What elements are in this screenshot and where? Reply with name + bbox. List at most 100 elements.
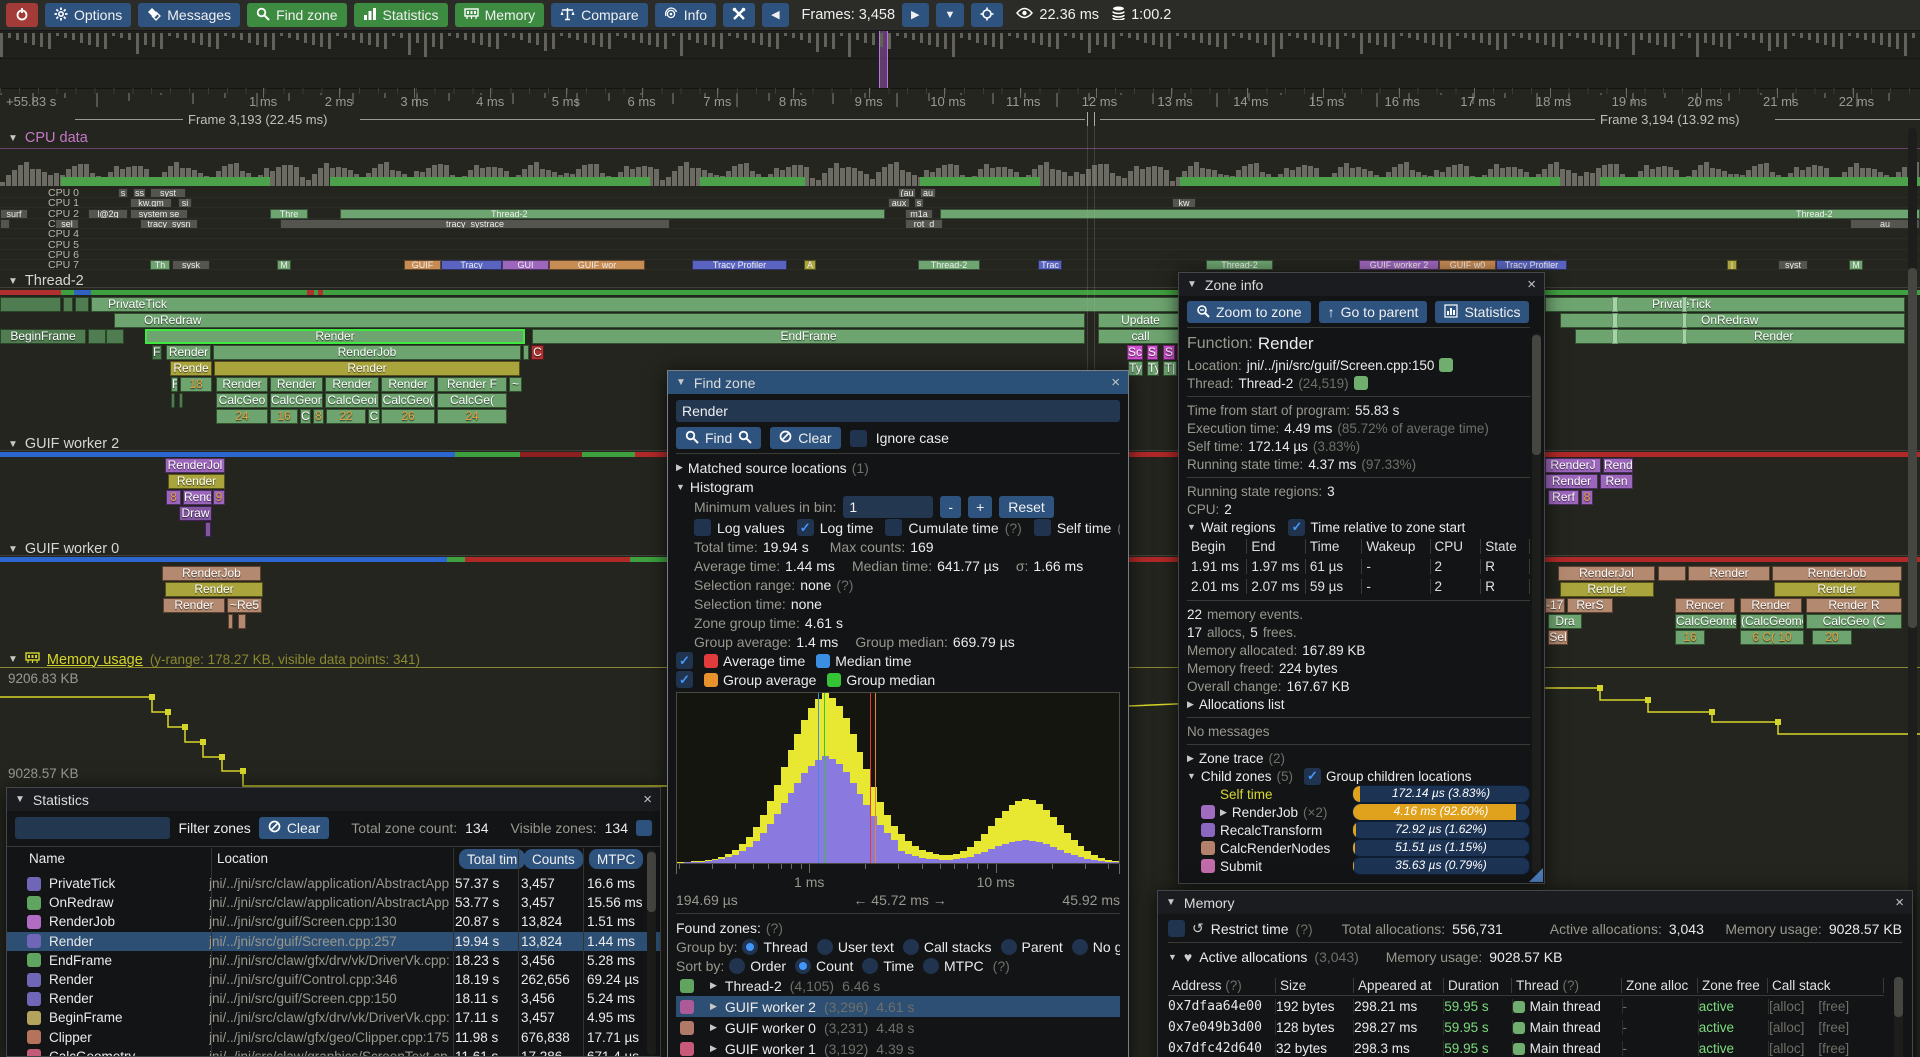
zone-thread[interactable]: Thread-2 <box>1238 375 1294 391</box>
sort-by-option-radio[interactable] <box>923 957 939 974</box>
find-zone-button[interactable]: Find zone <box>247 3 347 27</box>
zone-bar[interactable]: 22 <box>326 409 366 424</box>
go-to-parent-button[interactable]: ↑ Go to parent <box>1318 301 1428 323</box>
cpu-zone-segment[interactable]: surf <box>0 208 28 219</box>
zone-info-scrollbar[interactable] <box>1532 333 1541 873</box>
active-allocations-label[interactable]: Active allocations <box>1199 948 1308 965</box>
zone-bar[interactable]: -17' <box>1545 598 1565 613</box>
zone-bar[interactable]: Render <box>165 582 263 597</box>
cpu-zone-segment[interactable]: system se <box>130 208 188 219</box>
zone-statistics-button[interactable]: Statistics <box>1435 301 1530 323</box>
frames-prev-button[interactable]: ◀ <box>762 3 789 27</box>
group-by-option-radio[interactable] <box>902 938 919 955</box>
log-time-checkbox[interactable]: ✓ <box>796 519 814 536</box>
compare-button[interactable]: Compare <box>551 3 648 27</box>
child-zone-row[interactable]: CalcRenderNodes 51.51 µs (1.15%) <box>1187 839 1530 857</box>
cpu-zone-segment[interactable]: Thre <box>270 208 308 219</box>
statistics-row[interactable]: EndFrame jni/../jni/src/claw/gfx/drv/vk/D… <box>7 951 660 970</box>
timeline-scrollbar-thumb[interactable] <box>1908 268 1917 628</box>
child-zone-row[interactable]: Submit 35.63 µs (0.79%) <box>1187 857 1530 875</box>
zone-bar[interactable]: C <box>531 345 544 360</box>
find-zone-window-titlebar[interactable]: ▼ Find zone × <box>668 371 1128 394</box>
legend-checkbox[interactable]: ✓ <box>676 671 693 688</box>
memory-col-header[interactable]: Appeared at <box>1354 977 1444 993</box>
zone-bar[interactable]: OnRedraw <box>1560 313 1905 328</box>
overview-selection-marker[interactable] <box>879 31 888 88</box>
cpu-zone-segment[interactable]: tracy_sysn <box>140 218 198 229</box>
close-icon[interactable]: × <box>1527 276 1536 293</box>
memory-col-header[interactable]: Duration <box>1444 977 1512 993</box>
zone-bar[interactable]: 8 <box>313 409 324 424</box>
info-button[interactable]: Info <box>654 3 717 27</box>
cpu-zone-segment[interactable]: Thread-2 <box>1206 260 1273 271</box>
zone-bar[interactable]: Render F <box>437 377 507 392</box>
zoom-to-zone-button[interactable]: Zoom to zone <box>1187 301 1311 323</box>
zone-bar[interactable]: Sel <box>1548 630 1568 645</box>
cpu-zone-segment[interactable]: s <box>914 198 924 209</box>
crosshair-button[interactable] <box>971 3 1004 27</box>
zone-bar[interactable] <box>106 329 124 344</box>
zone-bar[interactable]: Si <box>1147 345 1158 360</box>
zone-bar[interactable]: Dra <box>1548 614 1582 629</box>
zone-bar[interactable]: RerS <box>1567 598 1613 613</box>
find-zone-search-input[interactable]: Render <box>676 400 1120 422</box>
zone-bar[interactable]: Rend <box>183 490 212 505</box>
zone-bar[interactable]: BeginFrame <box>0 329 86 344</box>
zone-bar[interactable]: RenderJol <box>165 458 225 473</box>
bin-minus-button[interactable]: - <box>940 496 962 518</box>
frames-down-button[interactable]: ▼ <box>935 3 965 27</box>
collapse-triangle-icon[interactable]: ▼ <box>676 377 686 388</box>
zone-info-scrollbar-thumb[interactable] <box>1532 335 1541 455</box>
cpu-zone-segment[interactable] <box>0 218 10 229</box>
zone-bar[interactable]: 24 <box>437 409 507 424</box>
cpu-zone-segment[interactable]: Th <box>150 260 170 271</box>
zone-bar[interactable]: F( <box>152 345 162 360</box>
zone-bar[interactable]: Update <box>1098 313 1183 328</box>
zone-bar[interactable]: 6 C( 10 <box>1740 630 1804 645</box>
cpu-zone-segment[interactable]: sel <box>55 218 79 229</box>
zone-bar[interactable]: ~ <box>509 377 522 392</box>
memory-allocation-row[interactable]: 0x7dfc42d640 32 bytes 298.3 ms 59.95 s Main … <box>1168 1038 1884 1057</box>
zone-bar[interactable]: CalcGeome <box>1675 614 1737 629</box>
cpu-zone-segment[interactable]: Thread-2 <box>340 208 885 219</box>
zone-bar[interactable]: CalcGeo( <box>381 393 435 408</box>
zone-bar[interactable]: PrivateTick <box>1545 297 1905 312</box>
cpu-zone-segment[interactable]: Tracy Profiler <box>692 260 787 271</box>
cpu-zone-segment[interactable]: | <box>1727 260 1737 271</box>
legend-checkbox[interactable]: ✓ <box>676 652 693 669</box>
cpu-zone-segment[interactable]: M <box>277 260 291 271</box>
zone-bar[interactable]: Render <box>163 598 225 613</box>
zone-bar[interactable] <box>75 297 89 312</box>
child-zone-row[interactable]: Self time 172.14 µs (3.83%) <box>1187 785 1530 803</box>
time-relative-checkbox[interactable]: ✓ <box>1288 518 1306 536</box>
stats-scrollbar-thumb[interactable] <box>647 852 656 912</box>
child-zone-row[interactable]: RecalcTransform 72.92 µs (1.62%) <box>1187 821 1530 839</box>
zone-bar[interactable]: Sc <box>1127 345 1143 360</box>
zone-bar[interactable] <box>1612 329 1618 344</box>
cumulate-time-checkbox[interactable] <box>885 519 903 536</box>
zone-bar[interactable]: Ty <box>1147 361 1159 376</box>
group-children-checkbox[interactable]: ✓ <box>1303 767 1321 785</box>
collapse-triangle-icon[interactable]: ▼ <box>1168 951 1177 962</box>
find-zone-histogram[interactable] <box>676 692 1120 864</box>
statistics-window-titlebar[interactable]: ▼ Statistics × <box>7 788 660 811</box>
statistics-row[interactable]: PrivateTick jni/../jni/src/claw/applicati… <box>7 874 660 893</box>
zone-bar[interactable]: Render <box>1688 566 1770 581</box>
zone-bar[interactable]: (CalcGeomet <box>1740 614 1804 629</box>
statistics-row[interactable]: Render jni/../jni/src/guif/Screen.cpp:150… <box>7 989 660 1008</box>
collapse-triangle-icon[interactable]: ▼ <box>15 794 25 805</box>
zone-bar[interactable]: 9 <box>213 490 225 505</box>
zone-bar[interactable]: 26 <box>381 409 435 424</box>
zone-bar[interactable]: 18 <box>180 377 212 392</box>
zone-bar[interactable]: Render <box>166 345 211 360</box>
zone-bar[interactable]: CalcGeo (C <box>1806 614 1902 629</box>
frame-left-label[interactable]: Frame 3,193 (22.45 ms) <box>188 112 328 127</box>
sort-by-option-radio[interactable] <box>862 957 879 974</box>
zone-bar[interactable]: 16 <box>270 409 298 424</box>
thread-header-worker2[interactable]: ▼ GUIF worker 2 <box>8 436 119 452</box>
statistics-row[interactable]: Render jni/../jni/src/guif/Screen.cpp:257… <box>7 931 660 951</box>
thread-header-thread2[interactable]: ▼ Thread-2 <box>8 273 84 289</box>
memory-scrollbar-thumb[interactable] <box>1894 977 1903 1017</box>
zone-bar[interactable] <box>1682 297 1687 312</box>
wait-table-row[interactable]: 1.91 ms 1.97 ms 61 µs -2 R <box>1187 556 1530 576</box>
